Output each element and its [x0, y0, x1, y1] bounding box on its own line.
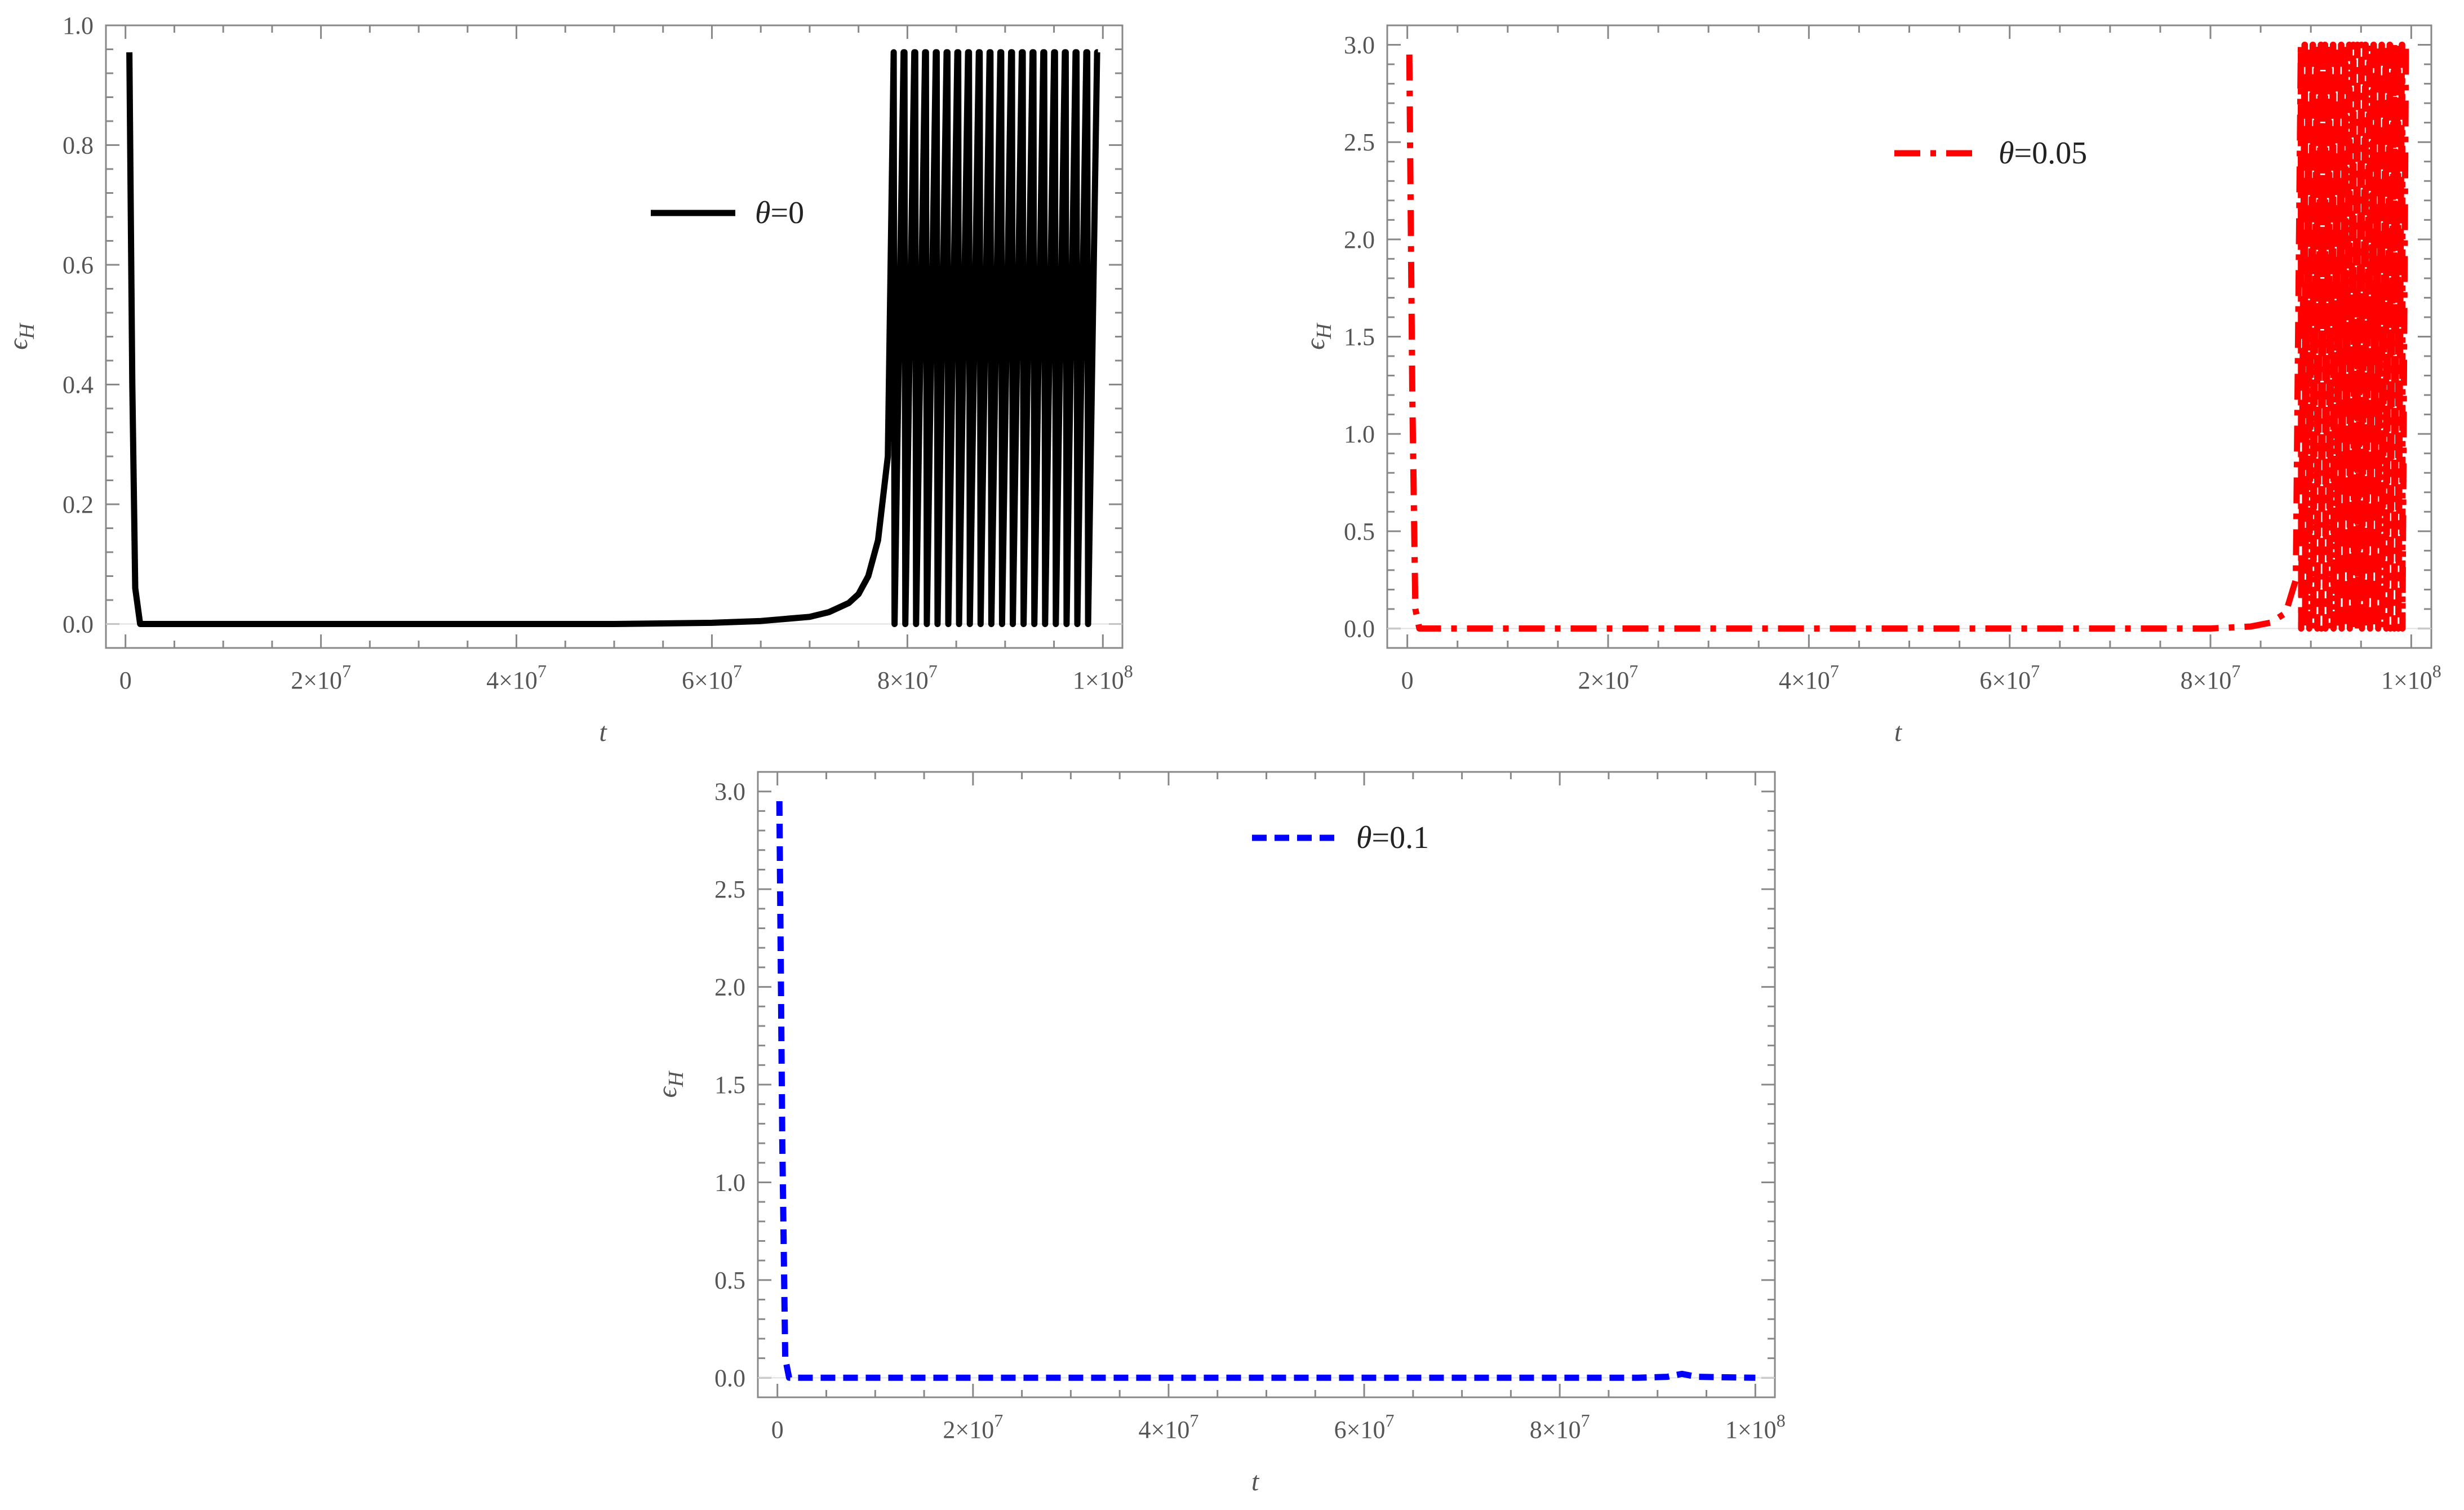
x-tick-label: 4×107	[486, 661, 547, 694]
chart-panel-theta-0-1: 0 2×107 4×107 6×107 8×107 1×108 0.0 0.5 1.0 1.5 2.…	[652, 771, 1786, 1496]
y-tick-label: 0.2	[63, 491, 94, 518]
legend-label: θ=0	[755, 196, 804, 230]
y-tick-label: 2.0	[714, 974, 745, 1001]
series-line	[126, 49, 1100, 627]
y-tick-label: 0.5	[714, 1267, 745, 1294]
x-tick-label: 8×107	[877, 661, 938, 694]
y-tick-label: 0.6	[63, 251, 94, 279]
x-tick-label: 0	[771, 1416, 784, 1444]
y-tick-label: 2.5	[1344, 128, 1375, 156]
x-tick-label: 0	[119, 667, 132, 694]
y-tick-label: 1.0	[714, 1169, 745, 1196]
plot-frame	[757, 771, 1776, 1398]
y-axis-title: ϵH	[1300, 322, 1336, 350]
x-tick-label: 1×108	[1073, 661, 1133, 694]
series-line	[776, 801, 1756, 1381]
y-tick-label: 0.0	[63, 611, 94, 638]
x-tick-label: 2×107	[1578, 661, 1639, 694]
x-axis-title: t	[599, 717, 607, 747]
chart-panel-theta-0: 0 2×107 4×107 6×107 8×107 1×108 0.0 0.2 0.4 0.6 0.…	[3, 12, 1133, 747]
x-tick-label: 2×107	[943, 1410, 1003, 1444]
legend-label: θ=0.1	[1356, 820, 1429, 855]
x-tick-label: 8×107	[2181, 661, 2241, 694]
y-tick-label: 1.0	[63, 12, 94, 39]
x-tick-label: 6×107	[1979, 661, 2040, 694]
plot-frame	[1386, 24, 2432, 649]
legend-label: θ=0.05	[1999, 136, 2087, 171]
x-tick-label: 6×107	[682, 661, 742, 694]
y-tick-label: 3.0	[1344, 32, 1375, 59]
chart-panel-theta-0-05: 0 2×107 4×107 6×107 8×107 1×108 0.0 0.5 1.0 1.5 2.…	[1300, 24, 2441, 747]
x-tick-label: 1×108	[2381, 661, 2441, 694]
y-tick-label: 1.5	[714, 1071, 745, 1099]
x-tick-label: 4×107	[1139, 1410, 1199, 1444]
y-tick-label: 3.0	[714, 778, 745, 806]
y-tick-label: 0.8	[63, 132, 94, 159]
y-axis-title: ϵH	[3, 322, 39, 350]
y-tick-label: 0.4	[63, 371, 94, 399]
x-tick-label: 4×107	[1779, 661, 1839, 694]
x-axis-title: t	[1251, 1467, 1260, 1496]
y-tick-label: 2.5	[714, 876, 745, 903]
y-tick-label: 1.5	[1344, 323, 1375, 351]
y-tick-label: 0.0	[1344, 615, 1375, 642]
x-tick-label: 8×107	[1530, 1410, 1590, 1444]
x-tick-label: 0	[1401, 667, 1414, 694]
y-axis-title: ϵH	[652, 1070, 688, 1098]
x-tick-label: 1×108	[1725, 1410, 1786, 1444]
x-axis-title: t	[1894, 717, 1903, 747]
series-line	[1406, 42, 2409, 632]
y-tick-label: 0.0	[714, 1364, 745, 1392]
y-tick-label: 2.0	[1344, 226, 1375, 254]
x-tick-label: 6×107	[1334, 1410, 1395, 1444]
y-tick-label: 1.0	[1344, 420, 1375, 448]
y-tick-label: 0.5	[1344, 518, 1375, 545]
x-tick-label: 2×107	[291, 661, 351, 694]
